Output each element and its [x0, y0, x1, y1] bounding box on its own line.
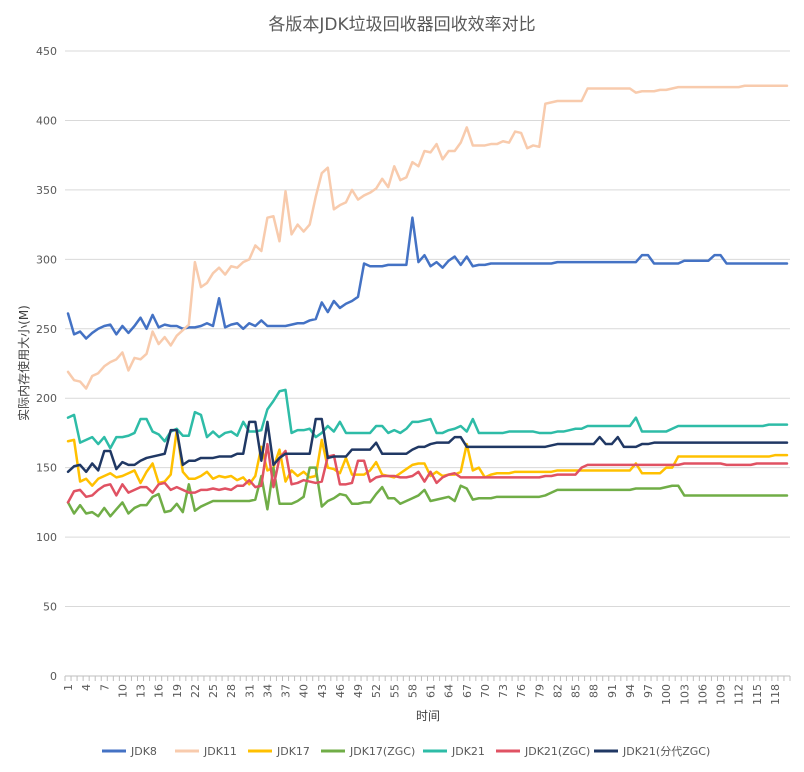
series-line-3: [66, 466, 789, 518]
x-tick-label: 67: [461, 684, 474, 698]
x-tick-label: 25: [207, 684, 220, 698]
legend-item-1: JDK11: [175, 745, 237, 758]
x-tick-label: 91: [606, 684, 619, 698]
y-tick-label: 300: [36, 253, 57, 266]
x-tick-label: 70: [479, 684, 492, 698]
y-tick-label: 350: [36, 184, 57, 197]
x-tick-label: 61: [425, 684, 438, 698]
legend-label: JDK17(ZGC): [349, 745, 415, 758]
legend-label: JDK21(ZGC): [524, 745, 590, 758]
legend-item-3: JDK17(ZGC): [321, 745, 415, 758]
legend-label: JDK11: [203, 745, 237, 758]
y-tick-label: 450: [36, 45, 57, 58]
legend-item-6: JDK21(分代ZGC): [594, 745, 710, 758]
legend-label: JDK21: [451, 745, 485, 758]
y-tick-label: 50: [43, 601, 57, 614]
legend-item-2: JDK17: [248, 745, 310, 758]
x-tick-label: 55: [388, 684, 401, 698]
x-tick-label: 7: [98, 684, 111, 691]
series-line-2: [66, 428, 789, 487]
y-tick-label: 150: [36, 462, 57, 475]
x-tick-label: 109: [715, 684, 728, 705]
x-tick-label: 37: [280, 684, 293, 698]
x-tick-label: 34: [261, 684, 274, 698]
x-tick-label: 97: [642, 684, 655, 698]
x-tick-label: 88: [588, 684, 601, 698]
legend-item-5: JDK21(ZGC): [496, 745, 590, 758]
x-tick-label: 13: [135, 684, 148, 698]
legend-label: JDK17: [276, 745, 310, 758]
legend-item-4: JDK21: [423, 745, 485, 758]
y-tick-label: 200: [36, 392, 57, 405]
y-tick-label: 100: [36, 531, 57, 544]
x-tick-label: 46: [334, 684, 347, 698]
x-axis-label: 时间: [416, 709, 440, 723]
series-line-4: [66, 388, 789, 450]
x-tick-label: 52: [370, 684, 383, 698]
x-tick-label: 19: [171, 684, 184, 698]
x-tick-label: 1: [62, 684, 75, 691]
x-tick-label: 115: [751, 684, 764, 705]
x-tick-label: 49: [352, 684, 365, 698]
x-tick-label: 43: [316, 684, 329, 698]
x-tick-label: 94: [624, 684, 637, 698]
x-tick-label: 22: [189, 684, 202, 698]
x-tick-label: 40: [298, 684, 311, 698]
x-tick-label: 106: [696, 684, 709, 705]
x-tick-label: 4: [80, 684, 93, 691]
x-tick-label: 103: [678, 684, 691, 705]
legend: JDK8 JDK11 JDK17 JDK17(ZGC) JDK21 JDK21(ZGC) J…: [102, 745, 710, 758]
x-tick-label: 85: [570, 684, 583, 698]
x-tick-label: 10: [116, 684, 129, 698]
x-tick-label: 76: [515, 684, 528, 698]
x-tick-label: 82: [551, 684, 564, 698]
legend-label: JDK21(分代ZGC): [622, 745, 710, 758]
x-tick-label: 31: [243, 684, 256, 698]
series-line-1: [66, 84, 789, 390]
x-tick-label: 112: [733, 684, 746, 705]
series-line-6: [66, 417, 789, 474]
grid-lines: [65, 50, 790, 608]
x-tick-label: 16: [153, 684, 166, 698]
series-line-0: [66, 216, 789, 340]
chart-title: 各版本JDK垃圾回收器回收效率对比: [268, 15, 535, 35]
x-tick-label: 73: [497, 684, 510, 698]
y-axis-ticks: 0 50 100 150 200 250 300 350 400 450: [36, 45, 57, 683]
x-tick-label: 79: [533, 684, 546, 698]
x-tick-label: 58: [406, 684, 419, 698]
y-tick-label: 400: [36, 114, 57, 127]
y-tick-label: 250: [36, 323, 57, 336]
x-tick-label: 28: [225, 684, 238, 698]
legend-item-0: JDK8: [102, 745, 157, 758]
x-tick-label: 64: [443, 684, 456, 698]
y-tick-label: 0: [50, 670, 57, 683]
x-tick-label: 118: [769, 684, 782, 705]
series-lines: [66, 84, 789, 518]
x-tick-label: 100: [660, 684, 673, 705]
series-line-5: [66, 442, 789, 504]
y-axis-label: 实际内存使用大小(M): [16, 305, 31, 421]
x-axis: 1 4 7 10 13 16 19 22 25 28 31 34 37 40 43 46 49 52 55 58 61 6…: [62, 675, 791, 705]
legend-label: JDK8: [130, 745, 157, 758]
